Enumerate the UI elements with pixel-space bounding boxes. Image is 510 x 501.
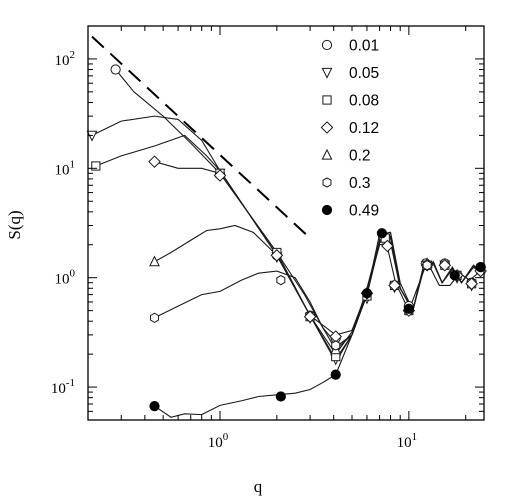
data-point-0.12 bbox=[270, 249, 284, 262]
plot-frame bbox=[87, 25, 485, 421]
data-point-0.12 bbox=[303, 310, 317, 323]
data-point-0.3 bbox=[150, 312, 159, 323]
data-point-0.12 bbox=[381, 239, 394, 253]
legend-marker-0.05 bbox=[321, 67, 333, 79]
data-point-0.12 bbox=[388, 279, 401, 292]
power-law-reference-line bbox=[91, 35, 311, 239]
data-point-0.49 bbox=[475, 261, 486, 273]
data-point-0.49 bbox=[376, 228, 388, 239]
data-point-0.01 bbox=[110, 64, 121, 75]
data-point-0.3 bbox=[276, 274, 286, 286]
x-tick-label: 101 bbox=[397, 431, 418, 451]
data-point-0.12 bbox=[465, 277, 478, 291]
series-line-0.01 bbox=[115, 69, 482, 347]
legend-label: 0.12 bbox=[349, 120, 379, 137]
data-point-0.49 bbox=[149, 400, 160, 412]
legend-label: 0.49 bbox=[349, 203, 379, 220]
legend-label: 0.01 bbox=[349, 38, 379, 55]
series-line-0.3 bbox=[154, 235, 482, 351]
legend-marker-0.2 bbox=[321, 148, 333, 160]
series-line-0.12 bbox=[154, 161, 482, 336]
legend-entry: 0.3 bbox=[322, 175, 371, 192]
data-point-0.12 bbox=[213, 169, 227, 182]
series-line-0.2 bbox=[154, 224, 482, 356]
data-point-0.3 bbox=[331, 340, 341, 351]
legend-marker-0.49 bbox=[321, 204, 333, 216]
data-point-0.49 bbox=[361, 288, 373, 299]
y-tick-label: 101 bbox=[55, 158, 76, 178]
plot-area bbox=[91, 35, 482, 418]
legend-entry: 0.49 bbox=[321, 203, 379, 220]
data-point-0.2 bbox=[149, 255, 160, 267]
legend-label: 0.08 bbox=[349, 93, 379, 110]
plot-marks bbox=[86, 35, 487, 418]
data-point-0.49 bbox=[403, 303, 414, 314]
legend-marker-0.08 bbox=[322, 95, 332, 105]
data-point-0.05 bbox=[86, 130, 98, 142]
y-tick-label: 100 bbox=[55, 268, 76, 288]
data-point-0.49 bbox=[330, 369, 341, 380]
series-line-0.05 bbox=[91, 115, 482, 363]
legend-entry: 0.2 bbox=[321, 148, 371, 165]
y-tick-label: 10-1 bbox=[51, 377, 75, 397]
legend-entry: 0.05 bbox=[321, 65, 379, 82]
y-tick-label: 102 bbox=[55, 49, 76, 69]
y-axis-label: S(q) bbox=[5, 210, 24, 239]
legend-entry: 0.08 bbox=[322, 93, 379, 110]
data-point-0.49 bbox=[275, 391, 286, 402]
legend-label: 0.05 bbox=[349, 65, 379, 82]
legend-label: 0.2 bbox=[349, 148, 371, 165]
legend-entry: 0.01 bbox=[321, 38, 379, 55]
legend-marker-0.01 bbox=[321, 39, 333, 51]
x-axis-label: q bbox=[254, 477, 263, 496]
data-point-0.12 bbox=[148, 155, 161, 168]
data-point-0.49 bbox=[449, 270, 460, 281]
data-point-0.3 bbox=[422, 260, 432, 271]
series-line-0.49 bbox=[154, 231, 481, 418]
legend-label: 0.3 bbox=[349, 175, 371, 192]
data-point-0.08 bbox=[91, 161, 101, 171]
legend-marker-0.3 bbox=[322, 177, 332, 188]
legend: 0.01 0.05 0.08 0.12 0.2 0.3 0.49 bbox=[320, 38, 379, 220]
data-point-0.12 bbox=[438, 258, 452, 272]
x-tick-label: 100 bbox=[208, 431, 229, 451]
series-line-0.08 bbox=[95, 134, 481, 361]
legend-marker-0.12 bbox=[320, 121, 334, 134]
legend-entry: 0.12 bbox=[320, 120, 379, 137]
